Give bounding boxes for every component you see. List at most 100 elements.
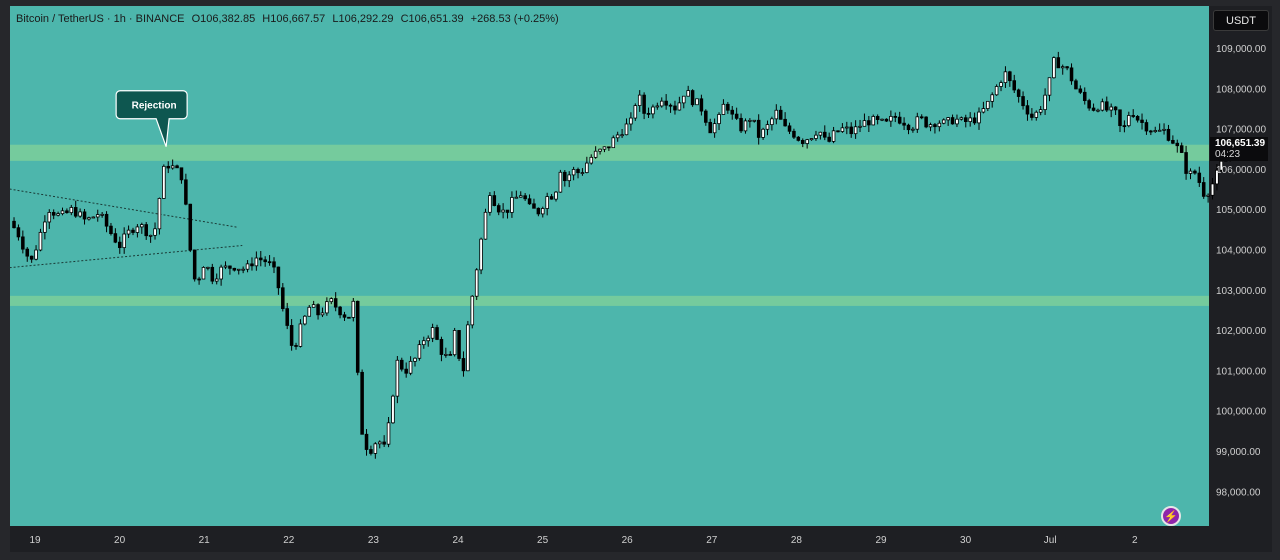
candle-body-147 [659,100,664,107]
candle-body-30 [144,224,148,237]
candle-body-86 [391,395,395,424]
candle-body-217 [968,117,972,123]
candle-body-72 [329,298,334,303]
high-value: H106,667.57 [262,13,326,25]
x-tick-label: 28 [791,535,803,546]
candle-body-103 [466,324,470,372]
candle-body-95 [430,327,435,339]
candle-body-197 [880,118,884,121]
candle-body-206 [919,116,924,119]
candle-body-221 [986,100,990,109]
candle-body-56 [259,257,263,261]
candle-body-247 [1100,101,1105,111]
candle-body-79 [360,371,364,435]
lightning-icon[interactable]: ⚡ [1161,506,1181,526]
candle-body-8 [47,212,52,223]
candle-body-96 [435,327,439,340]
candle-body-35 [166,165,171,169]
candle-body-73 [333,298,338,308]
candle-body-260 [1157,129,1162,132]
candle-body-60 [276,266,281,289]
candle-body-207 [924,116,928,128]
candle-body-131 [589,156,594,164]
candle-body-125 [563,171,567,182]
candle-body-2 [21,236,25,250]
candle-body-70 [320,312,325,316]
candle-body-53 [245,263,250,270]
candle-body-257 [1144,122,1149,132]
candle-body-223 [994,86,999,96]
candle-body-129 [580,172,585,174]
plot-area[interactable] [10,6,1209,526]
candle-body-159 [712,123,717,134]
y-tick-label: 98,000.00 [1216,487,1261,498]
candle-body-98 [444,353,448,356]
candle-body-14 [73,207,78,217]
candle-body-10 [56,213,60,216]
x-tick-label: Jul [1044,535,1057,546]
x-tick-label: 24 [452,535,464,546]
candle-body-180 [805,139,809,144]
candle-body-251 [1118,109,1122,127]
current-price-label: 106,651.39 04:23 [1210,137,1268,161]
candle-body-128 [576,169,580,174]
candle-body-171 [765,124,770,130]
candle-body-38 [179,167,184,181]
candle-body-203 [906,124,911,131]
candle-body-241 [1074,80,1078,90]
symbol-name[interactable]: Bitcoin / TetherUS · 1h · BINANCE [16,13,185,25]
candle-body-263 [1171,139,1175,144]
candle-body-57 [263,259,267,263]
candle-body-232 [1034,111,1039,118]
candle-body-239 [1065,66,1069,69]
candle-body-46 [214,278,219,282]
candle-body-166 [743,120,748,132]
candle-body-36 [170,165,175,169]
candle-body-19 [95,214,100,218]
candle-body-100 [452,330,457,356]
candle-body-199 [889,115,893,122]
candle-body-273 [1215,169,1219,185]
candle-body-20 [100,213,104,216]
time-axis[interactable] [10,526,1209,552]
candle-body-148 [664,100,668,106]
candle-body-185 [827,136,831,142]
candle-body-127 [571,169,576,176]
rejection-callout [115,90,188,147]
candle-body-258 [1149,130,1153,133]
candle-body-170 [761,128,765,138]
candle-body-34 [162,165,166,199]
candle-body-164 [734,113,739,119]
candle-body-12 [65,210,69,214]
candle-body-162 [726,103,730,111]
candle-body-94 [426,337,430,342]
candle-body-61 [281,287,285,310]
candle-body-17 [87,217,91,220]
price-axis[interactable] [1209,6,1272,552]
open-value: O106,382.85 [191,13,256,25]
candle-body-85 [386,422,391,445]
candle-body-249 [1109,106,1113,111]
candle-body-193 [862,120,867,127]
candle-body-47 [219,266,223,280]
candle-body-93 [422,340,426,346]
candle-body-225 [1003,71,1008,83]
candle-body-149 [668,104,673,107]
currency-button[interactable]: USDT [1213,10,1269,31]
candle-body-215 [959,117,964,120]
candle-body-139 [624,123,629,136]
candle-body-168 [752,119,757,122]
candle-body-130 [585,162,589,173]
candle-body-250 [1113,106,1118,111]
candle-body-214 [955,118,959,125]
candle-body-80 [364,433,369,450]
candle-body-176 [787,125,792,132]
candle-body-208 [928,124,933,128]
candle-body-111 [501,209,505,213]
candle-body-121 [545,196,549,209]
candle-body-268 [1193,170,1197,174]
candle-body-90 [408,360,413,374]
candle-body-235 [1047,77,1052,96]
rejection-label: Rejection [132,101,177,112]
